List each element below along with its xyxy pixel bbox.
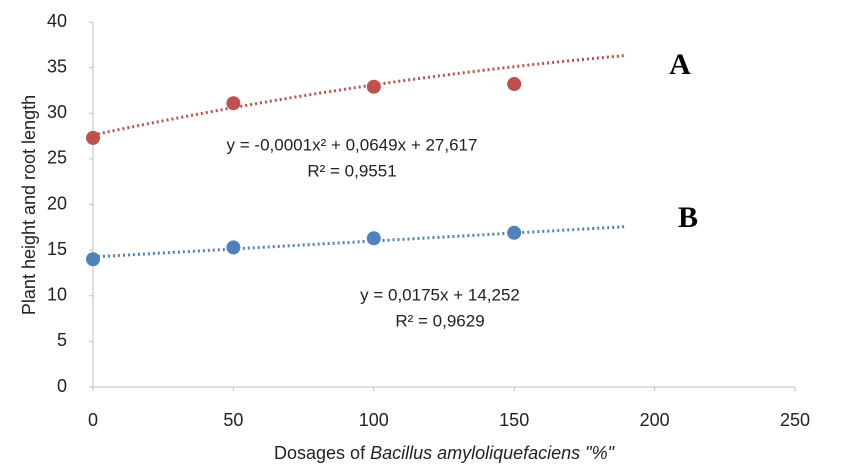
point [507,225,522,240]
y-tick-label: 5 [57,330,67,350]
point [86,130,100,145]
x-tick-label: 100 [359,410,389,430]
trend-r2: R² = 0,9551 [307,161,396,180]
trend-equation: y = 0,0175x + 14,252 [360,285,520,304]
y-tick-label: 25 [47,148,67,168]
y-tick-label: 20 [47,193,67,213]
x-tick-label: 50 [223,410,243,430]
trendline [92,53,627,137]
point [366,231,381,246]
trend-equation: y = -0,0001x² + 0,0649x + 27,617 [227,135,478,154]
series-label: A [669,48,691,81]
y-tick-label: 30 [47,102,67,122]
y-axis-title: Plant height and root length [19,95,39,315]
x-tick-label: 250 [780,410,810,430]
y-tick-label: 10 [47,285,67,305]
trendline [92,225,627,259]
point [86,252,100,267]
y-tick-label: 40 [47,11,67,31]
x-tick-label: 0 [88,410,98,430]
point [226,96,241,111]
point [507,77,522,92]
y-tick-label: 35 [47,56,67,76]
y-tick-label: 0 [57,376,67,396]
x-tick-label: 150 [499,410,529,430]
point [366,79,381,94]
x-axis-title-part: Dosages of [274,443,370,463]
y-tick-label: 15 [47,239,67,259]
series-label: B [678,201,698,234]
x-tick-label: 200 [640,410,670,430]
x-axis-title-part: Bacillus amyloliquefaciens "%" [370,443,615,463]
point [226,240,241,255]
x-axis-title: Dosages of Bacillus amyloliquefaciens "%… [274,443,616,463]
trend-r2: R² = 0,9629 [395,311,484,330]
